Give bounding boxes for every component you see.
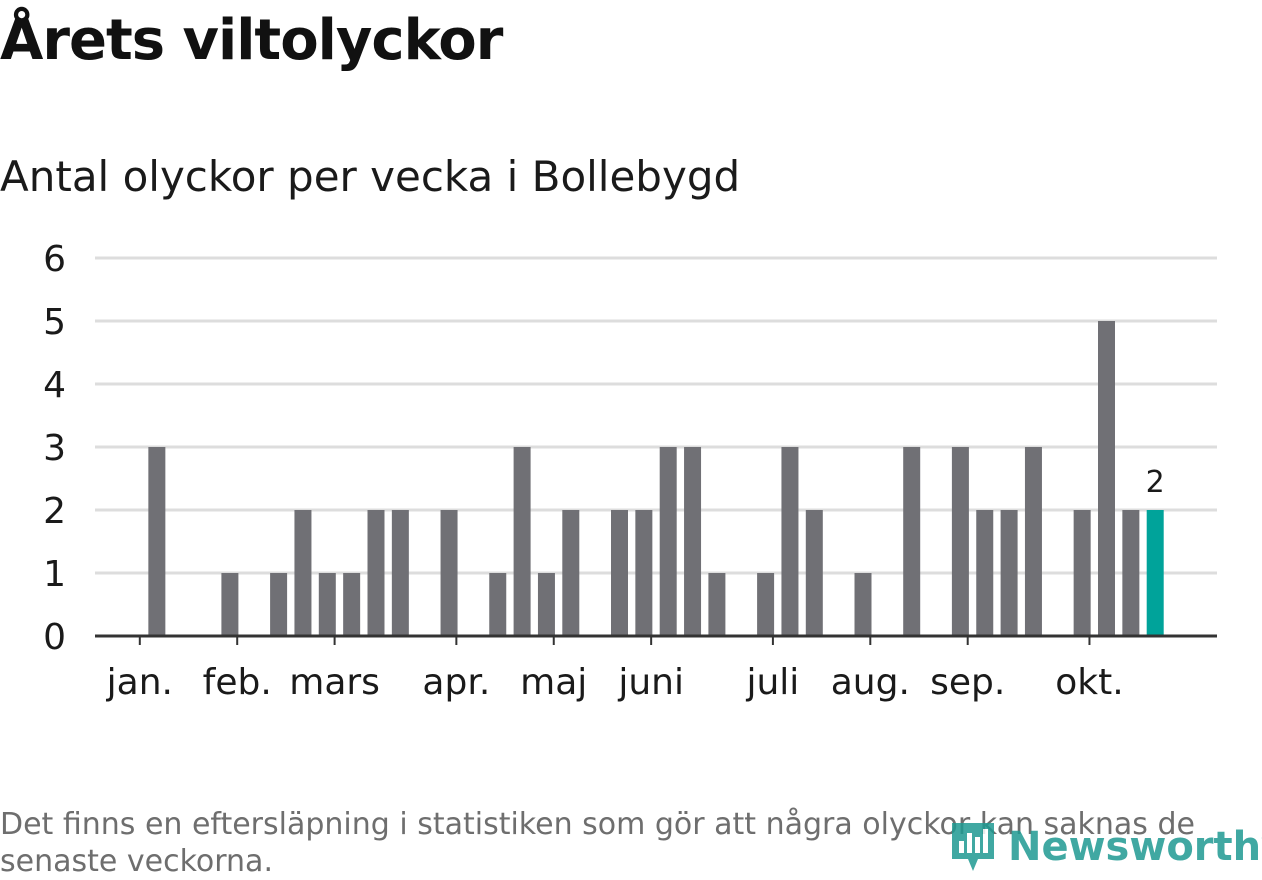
x-tick-label: juli xyxy=(745,662,799,703)
bar xyxy=(562,510,580,636)
bars xyxy=(148,321,1164,636)
bar xyxy=(805,510,823,636)
bar xyxy=(367,510,385,636)
y-tick-label: 6 xyxy=(43,239,66,280)
x-tick-label: maj xyxy=(520,662,587,703)
x-tick-label: sep. xyxy=(930,662,1005,703)
bar xyxy=(1073,510,1091,636)
x-axis: jan. feb. mars apr. maj juni juli aug. sep. okt. xyxy=(95,634,1217,703)
x-tick-label: okt. xyxy=(1055,662,1123,703)
bar xyxy=(489,573,507,636)
bar xyxy=(635,510,653,636)
x-tick-label: feb. xyxy=(203,662,272,703)
y-tick-label: 0 xyxy=(43,617,66,658)
chart-title: Årets viltolyckor xyxy=(0,8,503,73)
y-tick-label: 2 xyxy=(43,491,66,532)
bar xyxy=(1098,321,1115,636)
chart-subtitle: Antal olyckor per vecka i Bollebygd xyxy=(0,152,741,201)
bar xyxy=(854,573,872,636)
bar xyxy=(1024,447,1042,636)
bar xyxy=(318,573,336,636)
x-tick-label: apr. xyxy=(422,662,490,703)
bar xyxy=(343,573,361,636)
bar-current-week xyxy=(1146,510,1164,636)
bar xyxy=(708,573,726,636)
y-tick-label: 4 xyxy=(43,365,66,406)
y-axis-ticks: 0 1 2 3 4 5 6 xyxy=(43,239,66,658)
bar xyxy=(294,510,312,636)
bar xyxy=(611,510,628,636)
bar xyxy=(221,573,239,636)
x-tick-label: jan. xyxy=(106,662,173,703)
bar xyxy=(270,573,288,636)
newsworthy-logo-icon xyxy=(952,823,994,871)
data-label-current-week: 2 xyxy=(1146,465,1165,500)
y-tick-label: 3 xyxy=(43,428,66,469)
bar xyxy=(537,573,555,636)
footnote: Det finns en eftersläpning i statistiken… xyxy=(0,807,1195,879)
x-tick-label: juni xyxy=(617,662,684,703)
y-tick-label: 5 xyxy=(43,302,66,343)
bar xyxy=(1000,510,1018,636)
newsworthy-logo-text: Newsworthy xyxy=(1008,824,1262,870)
bar xyxy=(513,447,531,636)
grid-lines xyxy=(95,256,1217,575)
bar xyxy=(903,447,921,636)
x-tick-label: mars xyxy=(289,662,380,703)
bar xyxy=(659,447,677,636)
newsworthy-logo: Newsworthy xyxy=(948,816,1262,878)
bar-chart: 0 1 2 3 4 5 6 jan. feb. mars apr. maj juni juli aug. s… xyxy=(43,239,1217,703)
bar xyxy=(976,510,994,636)
bar xyxy=(757,573,775,636)
bar xyxy=(440,510,458,636)
data-labels: 2 xyxy=(1146,465,1165,500)
bar xyxy=(781,447,799,636)
y-tick-label: 1 xyxy=(43,554,66,595)
bar xyxy=(684,447,702,636)
bar xyxy=(951,447,969,636)
bar xyxy=(148,447,166,636)
x-tick-label: aug. xyxy=(831,662,910,703)
bar xyxy=(391,510,409,636)
bar xyxy=(1122,510,1140,636)
